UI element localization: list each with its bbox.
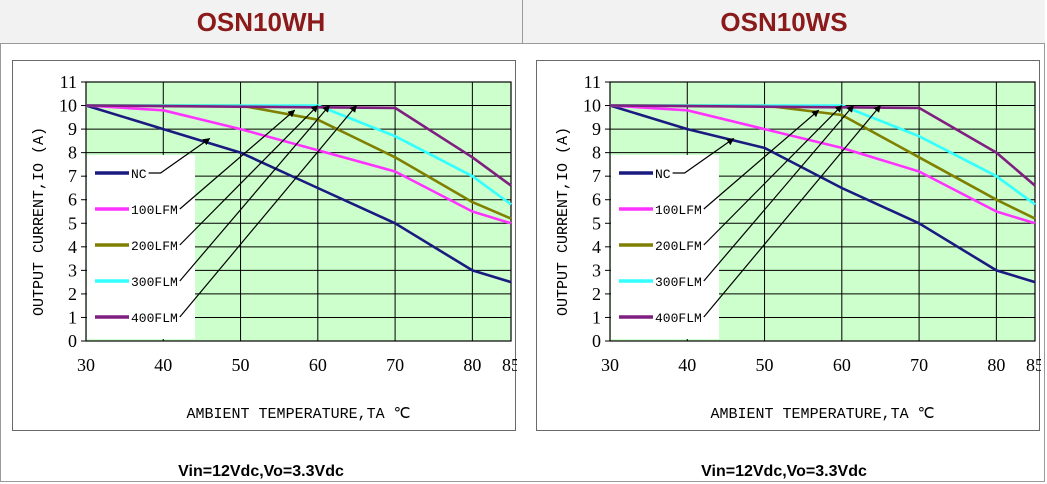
y-axis-label: OUTPUT CURRENT,IO (A) bbox=[31, 127, 48, 316]
y-tick-label: 8 bbox=[68, 143, 77, 163]
y-tick-label: 7 bbox=[592, 166, 601, 186]
y-tick-label: 0 bbox=[68, 331, 77, 351]
x-tick-label: 80 bbox=[987, 355, 1005, 375]
y-tick-label: 11 bbox=[584, 72, 601, 92]
x-tick-label: 30 bbox=[77, 355, 95, 375]
x-axis-label: AMBIENT TEMPERATURE,TA ℃ bbox=[711, 406, 935, 423]
series-line-100lfm bbox=[609, 104, 1036, 225]
legend-leader-300flm bbox=[703, 104, 854, 282]
x-tick-label: 80 bbox=[463, 355, 481, 375]
y-tick-label: 1 bbox=[68, 307, 77, 327]
right-chart-caption: Vin=12Vdc,Vo=3.3Vdc bbox=[701, 463, 867, 480]
x-tick-label: 50 bbox=[756, 355, 774, 375]
right-chart-panel: 0 1 2 3 4 5 6 7 8 9 10 11 30 40 50 60 70 80 85 AMBIENT TEMP… bbox=[536, 60, 1041, 431]
left-chart-title: OSN10WH bbox=[196, 7, 326, 37]
legend-leader-100lfm bbox=[179, 109, 296, 210]
y-tick-label: 3 bbox=[68, 260, 77, 280]
legend-label-100lfm: 100LFM bbox=[131, 203, 178, 218]
y-tick-label: 2 bbox=[68, 284, 77, 304]
series-line-nc bbox=[85, 104, 512, 284]
y-tick-label: 4 bbox=[592, 237, 601, 257]
y-tick-label: 0 bbox=[592, 331, 601, 351]
right-chart-title: OSN10WS bbox=[720, 7, 848, 37]
y-tick-label: 10 bbox=[583, 96, 601, 116]
y-tick-label: 2 bbox=[592, 284, 601, 304]
left-chart: 0 1 2 3 4 5 6 7 8 9 10 11 30 40 50 60 70 80 85 AMBIENT TEMP… bbox=[31, 72, 517, 423]
x-tick-label: 40 bbox=[678, 355, 696, 375]
legend-leader-nc bbox=[672, 138, 735, 174]
legend-label-400flm: 400FLM bbox=[131, 311, 178, 326]
legend-leader-400flm bbox=[703, 104, 881, 318]
x-tick-label: 60 bbox=[833, 355, 851, 375]
y-tick-label: 6 bbox=[592, 190, 601, 210]
legend-leader-200lfm bbox=[179, 105, 319, 246]
legend-label-200lfm: 200LFM bbox=[655, 239, 702, 254]
legend-box bbox=[87, 155, 195, 339]
series-line-nc bbox=[609, 104, 1036, 284]
x-axis-label: AMBIENT TEMPERATURE,TA ℃ bbox=[187, 406, 411, 423]
y-tick-label: 3 bbox=[592, 260, 601, 280]
x-tick-label: 50 bbox=[232, 355, 250, 375]
right-chart: 0 1 2 3 4 5 6 7 8 9 10 11 30 40 50 60 70 80 85 AMBIENT TEMP… bbox=[555, 72, 1041, 423]
x-tick-label: 70 bbox=[386, 355, 404, 375]
y-tick-label: 9 bbox=[68, 119, 77, 139]
legend-leader-400flm bbox=[179, 104, 357, 318]
legend-label-400flm: 400FLM bbox=[655, 311, 702, 326]
legend-leader-nc bbox=[148, 138, 211, 174]
title-bar: OSN10WH OSN10WS bbox=[0, 0, 1045, 44]
x-tick-label: 40 bbox=[154, 355, 172, 375]
series-line-400flm bbox=[85, 104, 512, 187]
y-tick-label: 10 bbox=[59, 96, 77, 116]
title-divider bbox=[522, 0, 523, 44]
y-tick-label: 8 bbox=[592, 143, 601, 163]
legend-label-300flm: 300FLM bbox=[131, 275, 178, 290]
series-line-100lfm bbox=[85, 104, 512, 225]
y-tick-label: 1 bbox=[592, 307, 601, 327]
y-tick-label: 5 bbox=[592, 213, 601, 233]
x-tick-label: 60 bbox=[309, 355, 327, 375]
legend-leader-200lfm bbox=[703, 105, 843, 246]
y-tick-label: 7 bbox=[68, 166, 77, 186]
legend-leader-300flm bbox=[179, 104, 330, 282]
y-tick-label: 4 bbox=[68, 237, 77, 257]
y-tick-label: 5 bbox=[68, 213, 77, 233]
series-line-400flm bbox=[609, 104, 1036, 187]
y-tick-label: 6 bbox=[68, 190, 77, 210]
legend-leader-100lfm bbox=[703, 109, 820, 210]
legend-label-nc: NC bbox=[131, 167, 147, 182]
y-axis-label: OUTPUT CURRENT,IO (A) bbox=[555, 127, 572, 316]
x-tick-label: 85 bbox=[1026, 355, 1041, 375]
x-tick-label: 70 bbox=[910, 355, 928, 375]
y-tick-label: 11 bbox=[60, 72, 77, 92]
x-tick-label: 30 bbox=[601, 355, 619, 375]
legend-label-100lfm: 100LFM bbox=[655, 203, 702, 218]
y-tick-label: 9 bbox=[592, 119, 601, 139]
legend-label-nc: NC bbox=[655, 167, 671, 182]
x-tick-label: 85 bbox=[502, 355, 517, 375]
legend-box bbox=[611, 155, 719, 339]
legend-label-200lfm: 200LFM bbox=[131, 239, 178, 254]
left-chart-caption: Vin=12Vdc,Vo=3.3Vdc bbox=[178, 463, 344, 480]
legend-label-300flm: 300FLM bbox=[655, 275, 702, 290]
left-chart-panel: 0 1 2 3 4 5 6 7 8 9 10 11 30 40 50 60 70 80 85 AMBIENT TEMP… bbox=[12, 60, 517, 431]
